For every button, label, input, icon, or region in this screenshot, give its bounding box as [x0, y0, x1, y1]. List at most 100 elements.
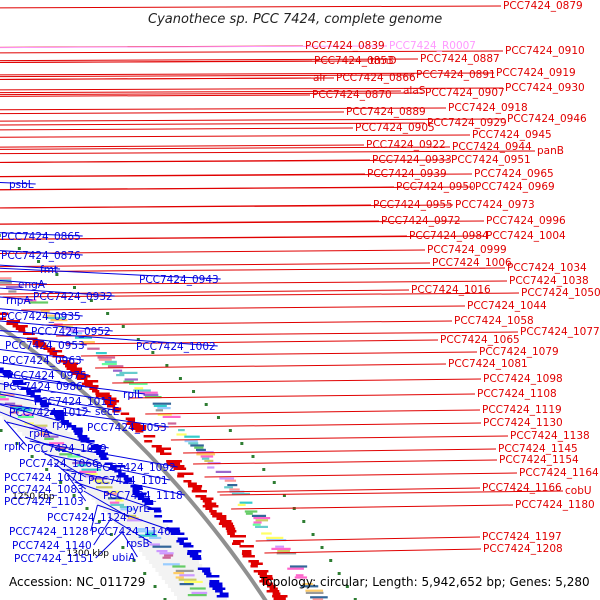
feature-label[interactable]: PCC7424_1071 [4, 472, 84, 484]
feature-label[interactable]: PCC7424_0839 [305, 40, 385, 52]
feature-label[interactable]: PCC7424_0879 [503, 0, 583, 12]
feature-label[interactable]: PCC7424_0887 [420, 53, 500, 65]
feature-label[interactable]: PCC7424_R0007 [389, 40, 476, 52]
feature-label[interactable]: PCC7424_1066 [19, 458, 99, 470]
feature-label[interactable]: PCC7424_0932 [33, 291, 113, 303]
feature-label[interactable]: PCC7424_1081 [448, 358, 528, 370]
feature-label[interactable]: PCC7424_0953 [5, 340, 85, 352]
feature-label[interactable]: PCC7424_1012 [9, 407, 89, 419]
feature-label[interactable]: psbL [9, 179, 34, 191]
feature-label[interactable]: PCC7424_0963 [2, 355, 82, 367]
feature-label[interactable]: rplJ [52, 419, 69, 431]
feature-label[interactable]: PCC7424_1130 [483, 417, 563, 429]
feature-label[interactable]: PCC7424_1101 [88, 475, 168, 487]
feature-label[interactable]: PCC7424_0986 [3, 381, 83, 393]
feature-label[interactable]: PCC7424_0944 [452, 141, 532, 153]
feature-label[interactable]: PCC7424_0866 [336, 72, 416, 84]
feature-label[interactable]: PCC7424_1079 [479, 346, 559, 358]
feature-label[interactable]: PCC7424_0951 [451, 154, 531, 166]
feature-label[interactable]: cobU [565, 485, 592, 497]
feature-label[interactable]: PCC7424_1154 [499, 454, 579, 466]
feature-label[interactable]: PCC7424_0943 [139, 274, 219, 286]
feature-label[interactable]: PCC7424_1119 [482, 404, 562, 416]
feature-label[interactable]: PCC7424_0919 [496, 67, 576, 79]
feature-label[interactable]: rplK [4, 441, 26, 453]
feature-label[interactable]: PCC7424_0905 [355, 122, 435, 134]
feature-label[interactable]: PCC7424_1208 [483, 543, 563, 555]
feature-label[interactable]: PCC7424_1044 [467, 300, 547, 312]
feature-label[interactable]: PCC7424_1140 [12, 540, 92, 552]
feature-label[interactable]: fmt [40, 264, 58, 276]
feature-label[interactable]: PCC7424_1050 [521, 287, 600, 299]
feature-label[interactable]: PCC7424_0907 [425, 87, 505, 99]
feature-label[interactable]: PCC7424_0865 [1, 231, 81, 243]
feature-label[interactable]: PCC7424_1038 [509, 275, 589, 287]
feature-label[interactable]: PCC7424_0891 [416, 69, 496, 81]
feature-label[interactable]: PCC7424_1006 [432, 257, 512, 269]
feature-label[interactable]: panB [537, 145, 564, 157]
feature-label[interactable]: PCC7424_0950 [396, 181, 476, 193]
feature-label[interactable]: PCC7424_0973 [455, 199, 535, 211]
feature-label[interactable]: PCC7424_0922 [366, 139, 446, 151]
feature-label[interactable]: alr [313, 72, 327, 84]
feature-label[interactable]: PCC7424_0935 [1, 311, 81, 323]
feature-label[interactable]: PCC7424_0889 [346, 106, 426, 118]
feature-label[interactable]: PCC7424_1083 [4, 484, 84, 496]
feature-label[interactable]: PCC7424_1164 [519, 467, 599, 479]
feature-label[interactable]: PCC7424_1002 [136, 341, 216, 353]
feature-label[interactable]: PCC7424_1197 [482, 531, 562, 543]
feature-label[interactable]: PCC7424_0984 [409, 230, 489, 242]
feature-label[interactable]: PCC7424_1016 [411, 284, 491, 296]
feature-label[interactable]: PCC7424_1011 [34, 396, 114, 408]
feature-label[interactable]: PCC7424_0965 [474, 168, 554, 180]
feature-label[interactable]: PCC7424_1004 [486, 230, 566, 242]
feature-label[interactable]: PCC7424_0939 [367, 168, 447, 180]
feature-label[interactable]: PCC7424_1146 [91, 526, 171, 538]
feature-label[interactable]: PCC7424_1092 [96, 462, 176, 474]
feature-label[interactable]: PCC7424_1124 [47, 512, 127, 524]
feature-label[interactable]: PCC7424_1180 [515, 499, 595, 511]
feature-label[interactable]: PCC7424_1058 [454, 315, 534, 327]
feature-label[interactable]: PCC7424_0870 [312, 89, 392, 101]
feature-label[interactable]: ubiA [112, 552, 136, 564]
feature-label[interactable]: PCC7424_0969 [475, 181, 555, 193]
feature-label[interactable]: PCC7424_0910 [505, 45, 585, 57]
feature-label[interactable]: PCC7424_1077 [520, 326, 600, 338]
feature-label[interactable]: PCC7424_0955 [373, 199, 453, 211]
feature-label[interactable]: PCC7424_0975 [7, 370, 87, 382]
feature-label[interactable]: PCC7424_1151 [14, 553, 94, 565]
feature-label[interactable]: PCC7424_0996 [486, 215, 566, 227]
feature-label[interactable]: rplL [123, 389, 143, 401]
feature-label[interactable]: PCC7424_0876 [1, 250, 81, 262]
feature-label[interactable]: PCC7424_0945 [472, 129, 552, 141]
feature-label[interactable]: PCC7424_1145 [498, 443, 578, 455]
feature-label[interactable]: PCC7424_0918 [448, 102, 528, 114]
feature-label[interactable]: alaS [403, 85, 426, 97]
feature-label[interactable]: rnpA [6, 295, 31, 307]
feature-label[interactable]: PCC7424_0929 [427, 117, 507, 129]
feature-label[interactable]: PCC7424_1098 [483, 373, 563, 385]
feature-label[interactable]: PCC7424_1166 [482, 482, 562, 494]
feature-label[interactable]: PCC7424_1118 [103, 490, 183, 502]
feature-label[interactable]: PCC7424_0952 [31, 326, 111, 338]
feature-label[interactable]: PCC7424_1034 [507, 262, 587, 274]
feature-label[interactable]: pyrE [126, 503, 150, 515]
feature-label[interactable]: PCC7424_1053 [87, 422, 167, 434]
feature-label[interactable]: rplA [29, 428, 51, 440]
feature-label[interactable]: PCC7424_1108 [477, 388, 557, 400]
feature-label[interactable]: PCC7424_0930 [505, 82, 585, 94]
feature-label[interactable]: secE [95, 406, 119, 418]
feature-label[interactable]: PCC7424_0999 [427, 244, 507, 256]
feature-label[interactable]: PCC7424_1059 [27, 443, 107, 455]
feature-label[interactable]: PCC7424_1065 [440, 334, 520, 346]
feature-label[interactable]: trmD [370, 55, 397, 67]
feature-label[interactable]: PCC7424_1103 [4, 496, 84, 508]
feature-label[interactable]: engA [18, 279, 46, 291]
feature-label[interactable]: PCC7424_1138 [510, 430, 590, 442]
feature-label[interactable]: PCC7424_0972 [381, 215, 461, 227]
feature-label[interactable]: rpsB [126, 538, 150, 550]
feature-label[interactable]: PCC7424_0946 [507, 113, 587, 125]
feature-label[interactable]: PCC7424_1128 [9, 526, 89, 538]
feature-label[interactable]: PCC7424_0853 [314, 55, 394, 67]
feature-label[interactable]: PCC7424_0933 [372, 154, 452, 166]
